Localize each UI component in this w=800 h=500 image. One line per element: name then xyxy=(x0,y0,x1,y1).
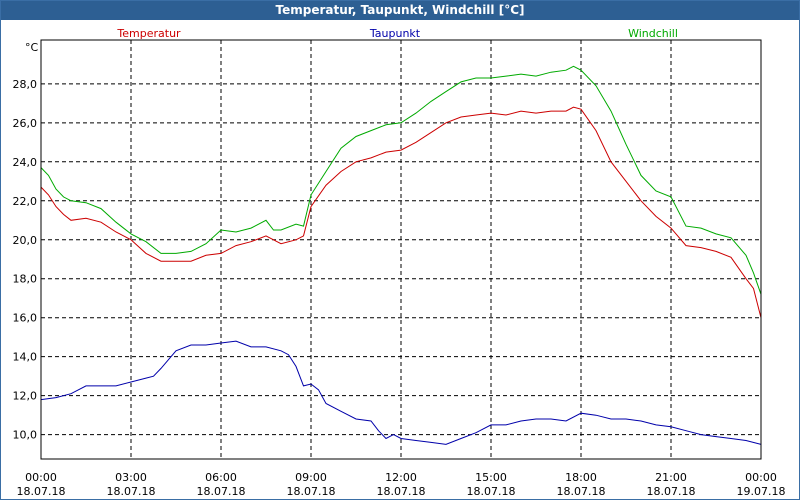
y-tick-label: 10,0 xyxy=(13,429,38,442)
x-tick-time: 09:00 xyxy=(295,471,327,484)
plot-frame xyxy=(40,39,762,460)
x-tick-date: 18.07.18 xyxy=(107,485,156,498)
series-line-taupunkt xyxy=(40,340,762,445)
y-tick-label: 20,0 xyxy=(13,234,38,247)
legend-item-temperatur: Temperatur xyxy=(116,27,181,40)
x-tick-date: 18.07.18 xyxy=(197,485,246,498)
window-title: Temperatur, Taupunkt, Windchill [°C] xyxy=(1,1,799,20)
y-tick-label: 22,0 xyxy=(13,195,38,208)
x-tick-time: 21:00 xyxy=(655,471,687,484)
x-tick-date: 18.07.18 xyxy=(287,485,336,498)
x-tick-date: 18.07.18 xyxy=(17,485,66,498)
y-tick-label: 12,0 xyxy=(13,390,38,403)
x-tick-date: 18.07.18 xyxy=(377,485,426,498)
series-lines xyxy=(40,65,762,445)
x-tick-time: 00:00 xyxy=(25,471,57,484)
y-tick-label: 28,0 xyxy=(13,78,38,91)
x-tick-date: 19.07.18 xyxy=(737,485,786,498)
y-axis-unit: °C xyxy=(25,41,39,54)
y-tick-label: 14,0 xyxy=(13,351,38,364)
x-tick-date: 18.07.18 xyxy=(647,485,696,498)
y-tick-label: 16,0 xyxy=(13,312,38,325)
y-tick-label: 26,0 xyxy=(13,117,38,130)
y-tick-label: 24,0 xyxy=(13,156,38,169)
x-tick-time: 03:00 xyxy=(115,471,147,484)
x-tick-time: 12:00 xyxy=(385,471,417,484)
grid-lines xyxy=(41,40,761,459)
x-tick-date: 18.07.18 xyxy=(467,485,516,498)
legend-item-windchill: Windchill xyxy=(628,27,678,40)
legend-item-taupunkt: Taupunkt xyxy=(369,27,421,40)
x-tick-time: 15:00 xyxy=(475,471,507,484)
y-tick-label: 18,0 xyxy=(13,273,38,286)
axis-labels: 10,0 12,0 14,0 16,0 18,0 20,0 22,0 24,0 26,0 28,0… xyxy=(13,41,786,498)
x-tick-time: 06:00 xyxy=(205,471,237,484)
series-line-temperatur xyxy=(40,106,762,318)
legend: Temperatur Taupunkt Windchill xyxy=(116,27,678,40)
x-tick-time: 18:00 xyxy=(565,471,597,484)
x-tick-time: 00:00 xyxy=(745,471,777,484)
series-line-windchill xyxy=(40,65,762,295)
axes xyxy=(40,39,762,460)
x-tick-date: 18.07.18 xyxy=(557,485,606,498)
